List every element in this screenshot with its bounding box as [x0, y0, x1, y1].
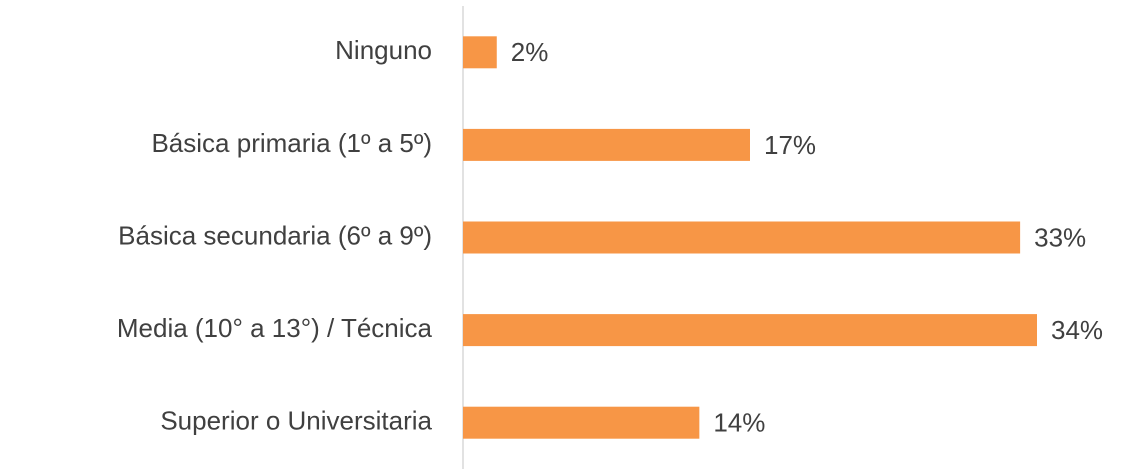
- value-label: 2%: [511, 37, 549, 67]
- bar: [463, 406, 700, 439]
- category-label: Media (10° a 13°) / Técnica: [117, 313, 433, 343]
- value-label: 33%: [1034, 222, 1086, 252]
- category-label: Ninguno: [335, 35, 432, 65]
- bar: [463, 128, 750, 161]
- category-label: Superior o Universitaria: [160, 406, 432, 436]
- category-label: Básica primaria (1º a 5º): [151, 128, 432, 158]
- category-label: Básica secundaria (6º a 9º): [118, 220, 432, 250]
- value-label: 14%: [713, 408, 765, 438]
- value-label: 17%: [764, 130, 816, 160]
- bar: [463, 221, 1021, 254]
- bar: [463, 36, 497, 69]
- value-label: 34%: [1051, 315, 1103, 345]
- bar: [463, 314, 1037, 347]
